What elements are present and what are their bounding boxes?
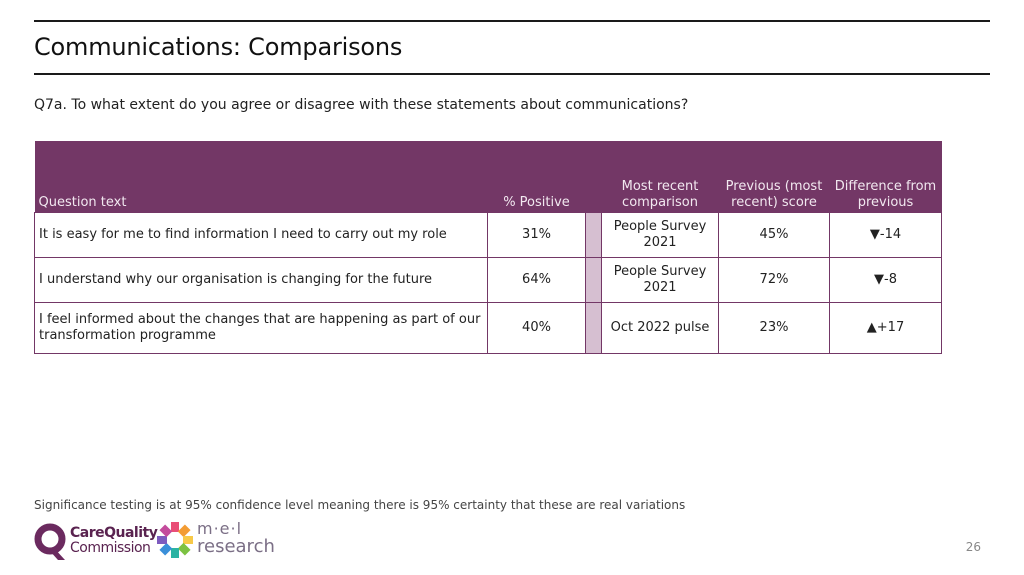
row-positive: 40%	[487, 302, 586, 354]
row-difference: ▲+17	[829, 302, 942, 354]
cqc-q-icon	[34, 523, 66, 560]
row-spacer	[585, 257, 602, 303]
comparison-table: Question text % Positive Most recent com…	[34, 141, 942, 354]
table-header-row: Question text % Positive Most recent com…	[34, 141, 942, 213]
row-comparison: People Survey 2021	[601, 257, 719, 303]
header-question-text: Question text	[34, 141, 488, 213]
header-positive: % Positive	[487, 141, 586, 213]
row-question: I feel informed about the changes that a…	[34, 302, 488, 354]
row-comparison: People Survey 2021	[601, 212, 719, 258]
page-number: 26	[965, 540, 981, 554]
header-comparison: Most recent comparison	[601, 141, 719, 213]
row-positive: 64%	[487, 257, 586, 303]
row-question: I understand why our organisation is cha…	[34, 257, 488, 303]
significance-note: Significance testing is at 95% confidenc…	[34, 498, 686, 512]
cqc-line2: Commission	[70, 540, 151, 556]
mel-wordmark: m·e·l research	[197, 520, 275, 556]
table-row: I understand why our organisation is cha…	[34, 257, 942, 303]
mel-star-icon	[157, 522, 193, 558]
header-spacer	[585, 141, 602, 213]
row-spacer	[585, 302, 602, 354]
table-row: I feel informed about the changes that a…	[34, 302, 942, 354]
mel-line1: m·e·l	[197, 519, 243, 538]
header-difference: Difference from previous	[829, 141, 942, 213]
cqc-line1: CareQuality	[70, 525, 158, 541]
page-title: Communications: Comparisons	[34, 33, 403, 61]
title-underline	[34, 73, 990, 75]
row-spacer	[585, 212, 602, 258]
row-difference: ▼-14	[829, 212, 942, 258]
header-previous-score: Previous (most recent) score	[718, 141, 830, 213]
row-difference: ▼-8	[829, 257, 942, 303]
top-rule	[34, 20, 990, 22]
table-row: It is easy for me to find information I …	[34, 212, 942, 258]
survey-question: Q7a. To what extent do you agree or disa…	[34, 97, 689, 113]
row-previous-score: 23%	[718, 302, 830, 354]
row-positive: 31%	[487, 212, 586, 258]
cqc-wordmark: CareQuality Commission	[70, 525, 158, 556]
row-comparison: Oct 2022 pulse	[601, 302, 719, 354]
mel-line2: research	[197, 536, 275, 557]
row-previous-score: 45%	[718, 212, 830, 258]
row-question: It is easy for me to find information I …	[34, 212, 488, 258]
row-previous-score: 72%	[718, 257, 830, 303]
